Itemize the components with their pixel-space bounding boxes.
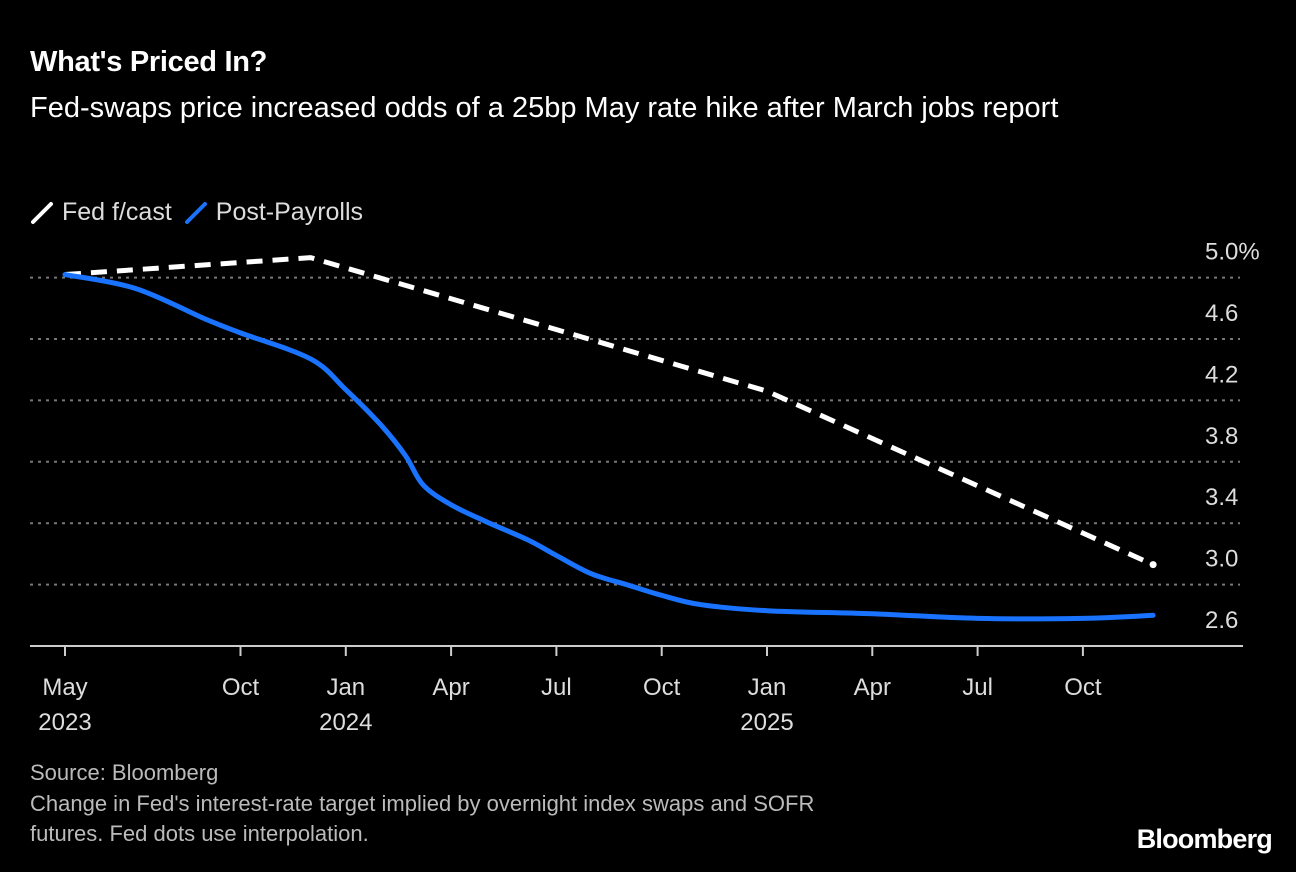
y-tick-label: 5.0% [1205,239,1260,266]
x-tick-label: Jan [748,674,787,701]
series-line-fed-fcast [64,255,1155,567]
y-tick-label: 2.6 [1205,607,1238,634]
x-tick-label: Oct [222,674,260,701]
source-text: Source: Bloomberg [30,760,219,785]
x-tick-year: 2025 [740,709,793,736]
y-tick-label: 3.8 [1205,423,1238,450]
y-tick-label: 3.4 [1205,484,1238,511]
x-tick-label: Jul [541,674,572,701]
legend: Fed f/cast Post-Payrolls [30,198,367,227]
x-tick-label: Oct [1064,674,1102,701]
chart-subtitle: Fed-swaps price increased odds of a 25bp… [30,92,1059,124]
legend-item-post-payrolls: Post-Payrolls [184,198,363,227]
legend-swatch-blue [184,201,207,224]
note-text: futures. Fed dots use interpolation. [30,821,369,846]
x-tick-year: 2024 [319,709,372,736]
x-tick-year: 2023 [38,709,91,736]
series-endpoint [1149,561,1157,569]
legend-label: Post-Payrolls [215,198,364,226]
chart-footer: Source: Bloomberg Change in Fed's intere… [30,758,814,850]
series-line-post-payrolls [62,272,1156,622]
legend-item-fed-fcast: Fed f/cast [30,198,172,227]
x-tick-label: May [42,674,87,701]
legend-swatch-white [31,201,53,224]
y-tick-label: 4.6 [1205,300,1238,327]
y-tick-label: 3.0 [1205,546,1238,573]
note-text: Change in Fed's interest-rate target imp… [30,790,815,816]
x-tick-label: Apr [854,674,891,701]
x-tick-label: Oct [643,674,681,701]
bloomberg-logo: Bloomberg [1136,824,1273,854]
y-tick-label: 4.2 [1205,361,1238,388]
x-tick-label: Jul [962,674,993,701]
x-tick-label: Apr [432,674,469,701]
x-tick-label: Jan [326,674,365,701]
chart-title: What's Priced In? [30,46,268,78]
legend-label: Fed f/cast [62,198,172,226]
